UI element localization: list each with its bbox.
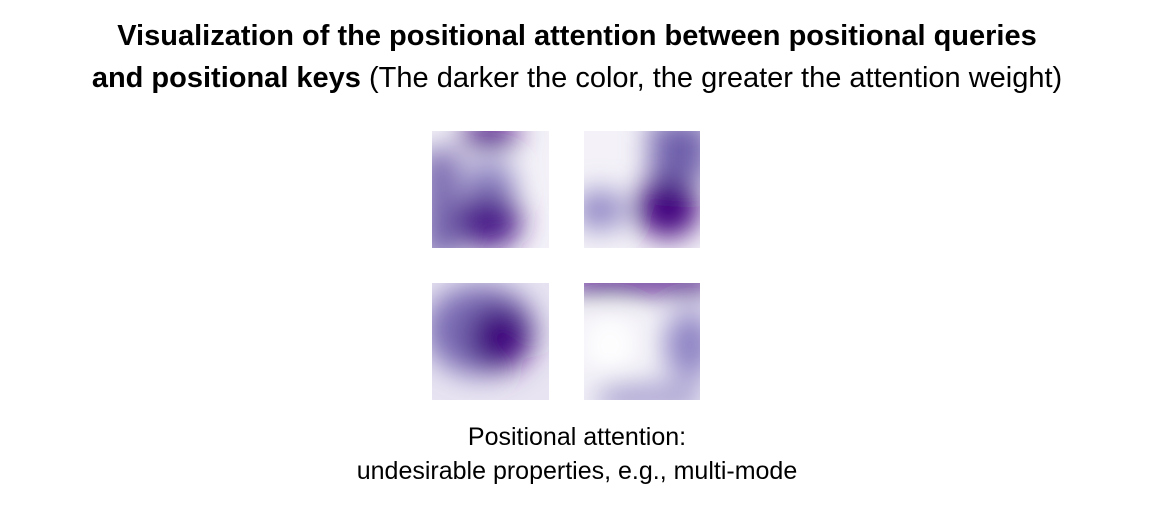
title-line: Visualization of the positional attentio… — [117, 20, 1037, 52]
heatmap — [584, 283, 700, 400]
caption-line: undesirable properties, e.g., multi-mode — [356, 457, 798, 485]
caption-line: Positional attention: — [467, 423, 687, 451]
heatmap — [584, 131, 700, 248]
title-line: and positional keys — [91, 62, 361, 94]
title-line: and positional keys (The darker the colo… — [0, 62, 1154, 95]
heatmap — [432, 283, 549, 400]
heatmap — [432, 131, 549, 248]
title-note: (The darker the color, the greater the a… — [369, 62, 1063, 94]
